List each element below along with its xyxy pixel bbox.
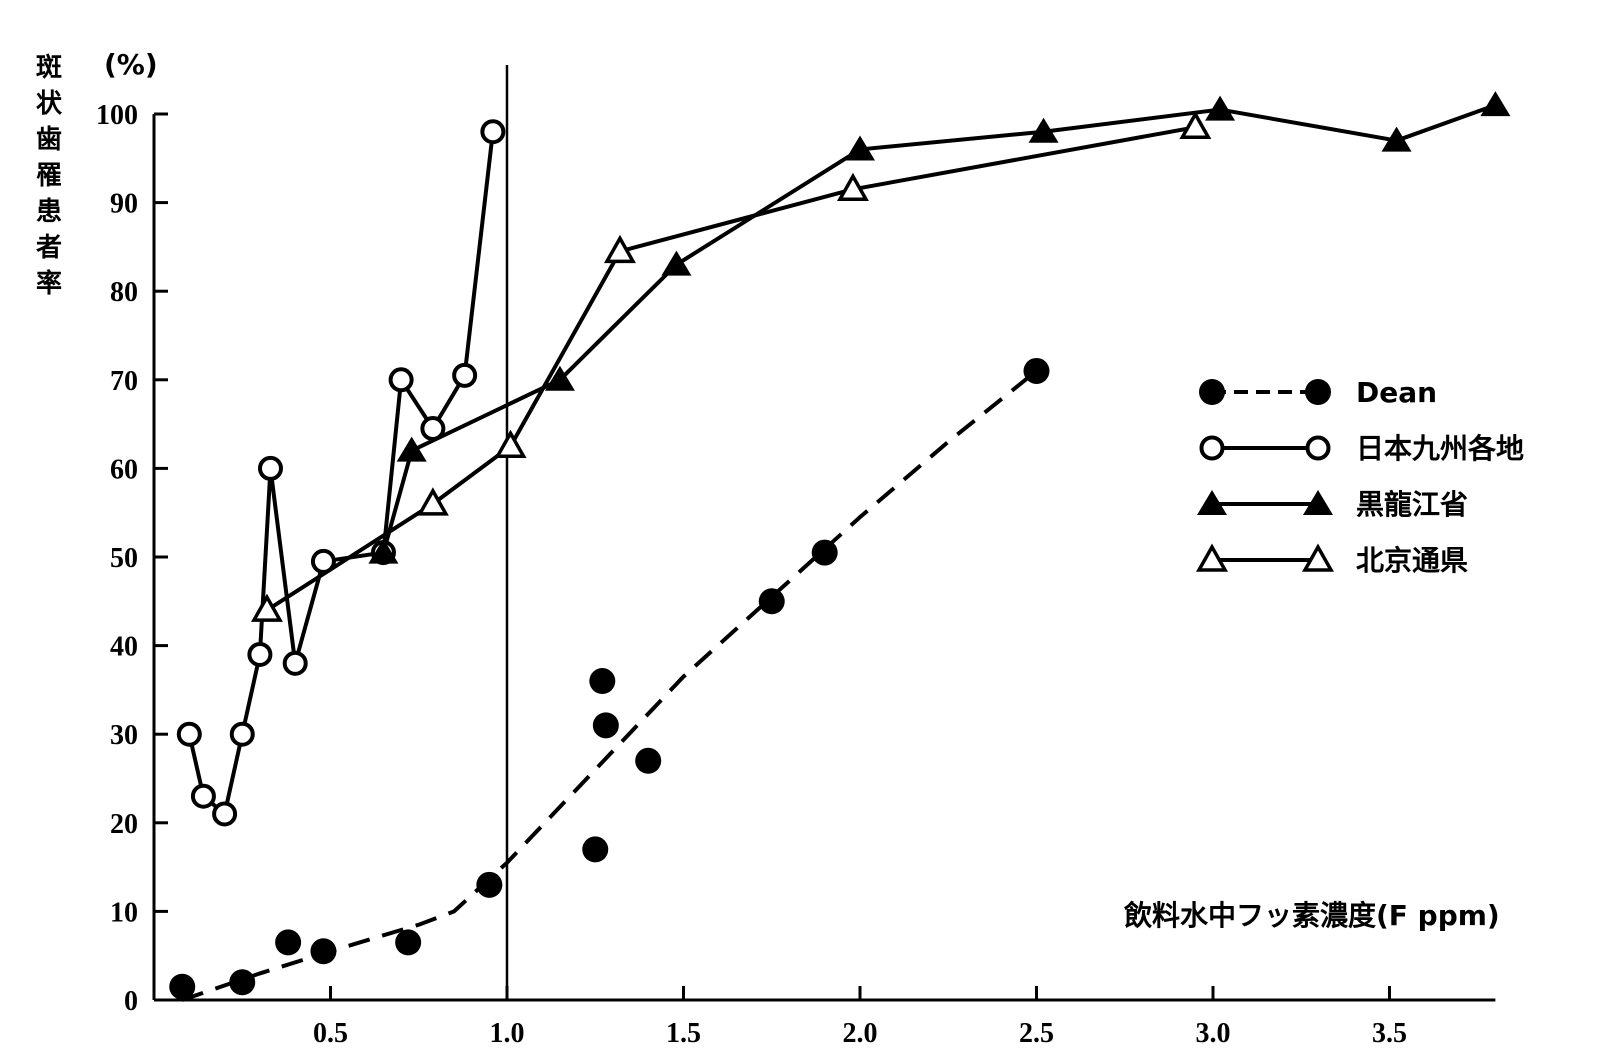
x-tick-label: 3.0 xyxy=(1196,1018,1231,1049)
legend-item-1: 日本九州各地 xyxy=(1199,432,1524,465)
series-3-point xyxy=(836,172,869,202)
series-2-point xyxy=(1480,91,1511,117)
series-0-point xyxy=(635,747,662,774)
x-axis-label: 飲料水中フッ素濃度(F ppm) xyxy=(1124,899,1500,932)
series-2-point xyxy=(544,365,575,391)
y-tick-label: 60 xyxy=(110,454,138,485)
series-2-point xyxy=(1028,117,1059,143)
legend-label: 黒龍江省 xyxy=(1356,488,1468,521)
legend-marker xyxy=(1197,490,1227,515)
y-axis-label-char: 患 xyxy=(36,197,62,227)
x-tick-label: 1.0 xyxy=(490,1018,525,1049)
series-1-point xyxy=(282,650,308,676)
legend-label: 日本九州各地 xyxy=(1356,432,1524,465)
legend-label: 北京通県 xyxy=(1356,544,1468,577)
y-axis-label-char: 率 xyxy=(36,268,62,299)
series-1-point xyxy=(190,783,216,809)
y-tick-label: 100 xyxy=(96,100,138,131)
legend-item-3: 北京通県 xyxy=(1196,543,1468,577)
x-tick-label: 0.5 xyxy=(313,1018,348,1049)
legend-item-0: Dean xyxy=(1199,376,1437,409)
series-1-point xyxy=(247,641,273,667)
series-2 xyxy=(368,91,1511,564)
series-0-point xyxy=(758,588,785,615)
axes xyxy=(152,65,1496,1002)
x-tick-label: 2.0 xyxy=(843,1018,878,1049)
y-axis-label-char: 者 xyxy=(36,233,62,263)
series-0-point xyxy=(811,539,838,566)
x-tick-label: 3.5 xyxy=(1372,1018,1407,1049)
series-0-point xyxy=(169,973,196,1000)
series-1-point xyxy=(388,367,414,393)
series-3-point xyxy=(603,234,636,264)
series-3-point xyxy=(416,487,449,516)
series-0-point xyxy=(395,929,422,956)
series-1-line xyxy=(187,131,495,816)
series-1-point xyxy=(257,455,283,481)
series-0-point xyxy=(229,969,256,996)
series-0-point xyxy=(1023,357,1050,384)
legend-label: Dean xyxy=(1356,376,1437,409)
legend-marker xyxy=(1302,543,1334,572)
series-2-point xyxy=(368,538,399,564)
ticks: 0 10 20 30 40 50 60 70 80 90 100 0.5 1.0 1.5 2.0 2.5 3.0… xyxy=(96,100,1407,1049)
series-0-point xyxy=(310,938,337,965)
series-2-point xyxy=(396,436,427,462)
y-tick-label: 90 xyxy=(110,189,138,220)
y-axis-unit: (%) xyxy=(104,48,158,81)
series-1-point xyxy=(212,801,238,827)
x-tick-label: 1.5 xyxy=(666,1018,701,1049)
y-axis-label-char: 斑 xyxy=(36,53,62,83)
legend-marker xyxy=(1199,379,1225,405)
y-tick-label: 50 xyxy=(110,543,138,574)
legend-item-2: 黒龍江省 xyxy=(1197,488,1468,521)
y-tick-label: 70 xyxy=(110,366,138,397)
y-tick-label: 40 xyxy=(110,632,138,663)
series-3-point xyxy=(1179,110,1212,140)
y-tick-label: 20 xyxy=(110,809,138,840)
series-layer xyxy=(169,91,1511,1002)
series-3-point xyxy=(494,429,527,458)
y-tick-label: 10 xyxy=(110,897,138,928)
series-3-point xyxy=(250,593,283,622)
series-0-point xyxy=(589,668,616,695)
series-1-point xyxy=(480,119,506,145)
y-tick-label: 0 xyxy=(124,986,138,1017)
series-1 xyxy=(176,119,506,827)
series-2-point xyxy=(1205,95,1236,121)
series-2-point xyxy=(1381,126,1412,152)
series-0-point xyxy=(476,871,503,898)
series-3-line xyxy=(265,125,1196,612)
series-1-point xyxy=(452,362,478,388)
legend-marker xyxy=(1196,543,1228,572)
legend-marker xyxy=(1305,379,1331,405)
legend-marker xyxy=(1305,435,1331,461)
y-tick-label: 30 xyxy=(110,720,138,751)
y-axis-label-char: 歯 xyxy=(36,125,62,155)
series-3 xyxy=(250,110,1212,622)
series-2-point xyxy=(845,135,875,161)
legend-marker xyxy=(1303,490,1333,515)
series-0-point xyxy=(592,712,619,739)
y-tick-label: 80 xyxy=(110,277,138,308)
series-0-point xyxy=(275,929,302,956)
series-0 xyxy=(169,357,1050,1002)
y-axis-label-char: 罹 xyxy=(36,161,62,191)
x-tick-label: 2.5 xyxy=(1019,1018,1054,1049)
series-1-point xyxy=(229,721,255,747)
y-axis-label-char: 状 xyxy=(36,89,63,119)
legend-marker xyxy=(1199,435,1225,461)
series-2-point xyxy=(661,250,692,276)
series-1-point xyxy=(176,721,202,747)
series-0-point xyxy=(582,836,609,863)
